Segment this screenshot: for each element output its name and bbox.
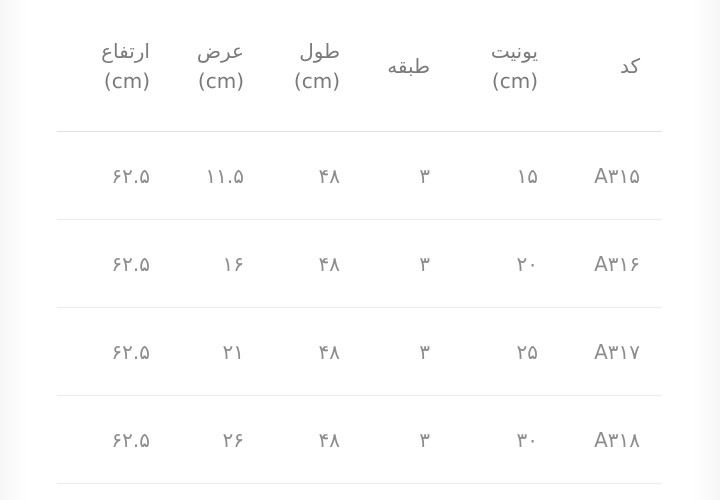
column-header-tier: طبقه [362, 0, 452, 132]
cell-tier: ۳ [362, 131, 452, 220]
cell-unit: ۲۵ [452, 307, 560, 396]
header-label: یونیت [490, 38, 538, 63]
cell-code: A۳۱۸ [560, 395, 662, 484]
cell-width: ۲۱ [172, 307, 266, 396]
table-row: A۳۱۵ ۱۵ ۳ ۴۸ ۱۱.۵ ۶۲.۵ [57, 131, 662, 220]
cell-length: ۴۸ [266, 307, 362, 396]
cell-width: ۱۶ [172, 219, 266, 308]
cell-tier: ۳ [362, 219, 452, 308]
cell-length: ۴۸ [266, 395, 362, 484]
cell-height: ۶۲.۵ [57, 307, 172, 396]
cell-height: ۶۲.۵ [57, 219, 172, 308]
cell-height: ۶۲.۵ [57, 395, 172, 484]
cell-code: A۳۱۷ [560, 307, 662, 396]
header-unit: (cm) [491, 68, 538, 93]
column-header-width: عرض (cm) [172, 0, 266, 132]
header-label: ارتفاع [101, 38, 150, 63]
cell-length: ۴۸ [266, 219, 362, 308]
left-edge-fade [0, 0, 26, 500]
header-label: طول [299, 38, 340, 63]
cell-code: A۳۱۶ [560, 219, 662, 308]
column-header-height: ارتفاع (cm) [57, 0, 172, 132]
cell-width: ۱۱.۵ [172, 131, 266, 220]
cell-unit: ۱۵ [452, 131, 560, 220]
table-row: A۳۱۸ ۳۰ ۳ ۴۸ ۲۶ ۶۲.۵ [57, 395, 662, 484]
table-header-row: کد یونیت (cm) طبقه طول (cm) عرض (cm) ارت… [57, 0, 662, 132]
column-header-unit: یونیت (cm) [452, 0, 560, 132]
header-label: طبقه [387, 53, 430, 78]
cell-tier: ۳ [362, 307, 452, 396]
cell-unit: ۳۰ [452, 395, 560, 484]
header-unit: (cm) [197, 68, 244, 93]
cell-width: ۲۶ [172, 395, 266, 484]
table-row: A۳۱۷ ۲۵ ۳ ۴۸ ۲۱ ۶۲.۵ [57, 307, 662, 396]
cell-code: A۳۱۵ [560, 131, 662, 220]
column-header-code: کد [560, 0, 662, 132]
header-unit: (cm) [293, 68, 340, 93]
cell-height: ۶۲.۵ [57, 131, 172, 220]
right-edge-fade [694, 0, 720, 500]
column-header-length: طول (cm) [266, 0, 362, 132]
cell-length: ۴۸ [266, 131, 362, 220]
table-row: A۳۱۶ ۲۰ ۳ ۴۸ ۱۶ ۶۲.۵ [57, 219, 662, 308]
header-label: کد [619, 53, 640, 78]
cell-tier: ۳ [362, 395, 452, 484]
cell-unit: ۲۰ [452, 219, 560, 308]
product-dimensions-table: کد یونیت (cm) طبقه طول (cm) عرض (cm) ارت… [57, 0, 662, 484]
header-unit: (cm) [103, 68, 150, 93]
header-label: عرض [196, 38, 244, 63]
